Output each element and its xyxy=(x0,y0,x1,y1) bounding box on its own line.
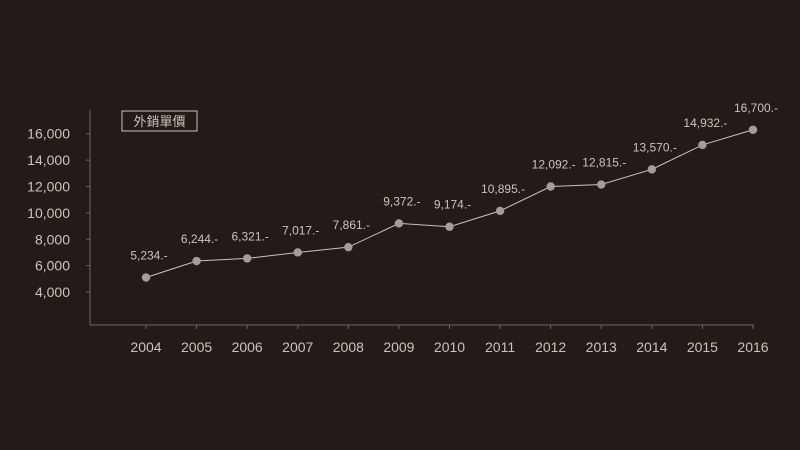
y-tick-label: 6,000 xyxy=(35,258,70,274)
y-tick-label: 12,000 xyxy=(27,179,70,195)
y-tick-label: 10,000 xyxy=(27,205,70,221)
x-tick-label: 2011 xyxy=(485,339,515,355)
data-point xyxy=(748,125,758,134)
data-label: 10,895.- xyxy=(481,182,525,196)
y-axis-ticks: 4,000 6,000 8,000 10,000 12,000 14,000 16,000 xyxy=(27,126,90,300)
data-label: 16,700.- xyxy=(734,101,778,115)
x-tick-label: 2015 xyxy=(687,339,718,355)
data-label: 14,932.- xyxy=(683,116,727,130)
axes xyxy=(89,110,754,326)
legend: 外銷單價 xyxy=(121,110,198,132)
data-point xyxy=(141,273,151,282)
data-points xyxy=(141,125,758,282)
legend-text: 外銷單價 xyxy=(133,114,185,129)
y-tick-label: 16,000 xyxy=(27,126,70,142)
data-label: 7,017.- xyxy=(282,223,319,237)
x-tick-label: 2008 xyxy=(333,339,364,355)
x-tick-label: 2013 xyxy=(586,339,617,355)
y-tick-label: 8,000 xyxy=(35,231,70,247)
x-tick-label: 2004 xyxy=(130,339,161,355)
x-tick-label: 2016 xyxy=(737,339,768,355)
x-tick-label: 2006 xyxy=(232,339,263,355)
data-point xyxy=(344,242,353,252)
data-point xyxy=(293,248,302,257)
x-tick-label: 2010 xyxy=(434,339,465,355)
x-tick-label: 2012 xyxy=(535,339,566,355)
data-point xyxy=(394,219,404,228)
data-label: 12,092.- xyxy=(532,158,576,172)
data-point xyxy=(698,140,707,150)
data-label: 7,861.- xyxy=(333,218,370,232)
data-label: 6,321.- xyxy=(231,229,268,243)
data-point xyxy=(546,182,555,191)
data-point xyxy=(495,206,505,216)
data-label: 12,815.- xyxy=(582,156,626,170)
data-label: 9,174.- xyxy=(434,198,471,212)
data-label: 13,570.- xyxy=(633,140,677,154)
data-point xyxy=(445,222,454,231)
data-label: 6,244.- xyxy=(181,232,218,246)
data-label: 9,372.- xyxy=(383,194,420,208)
x-tick-label: 2014 xyxy=(636,339,667,355)
data-label: 5,234.- xyxy=(130,249,167,263)
data-point xyxy=(597,180,606,189)
x-tick-label: 2009 xyxy=(383,339,414,355)
x-tick-label: 2007 xyxy=(282,339,313,355)
y-tick-label: 4,000 xyxy=(35,284,70,300)
x-tick-label: 2005 xyxy=(181,339,212,355)
data-labels: 5,234.- 6,244.- 6,321.- 7,017.- 7,861.- 9,372… xyxy=(130,101,778,263)
data-point xyxy=(242,254,252,263)
y-tick-label: 14,000 xyxy=(27,152,70,168)
data-point xyxy=(647,165,657,174)
legend-box xyxy=(121,110,198,132)
x-axis-ticks: 2004 2005 2006 2007 2008 2009 2010 2011 2012 2013… xyxy=(130,325,769,355)
data-point xyxy=(192,256,201,266)
